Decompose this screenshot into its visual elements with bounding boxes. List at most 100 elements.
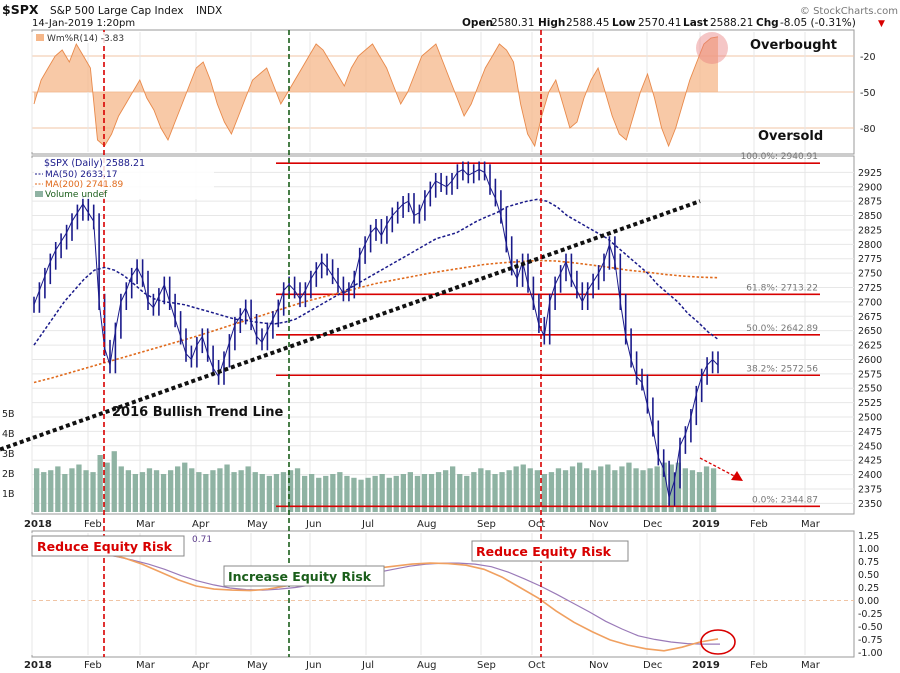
projection-arrow-line: [699, 457, 739, 479]
volume-bar: [104, 462, 110, 512]
last-value: 2588.21: [710, 17, 753, 29]
price-tick-label: 2425: [858, 456, 882, 467]
price-month-label: Aug: [417, 519, 437, 530]
volume-bar: [34, 468, 40, 512]
volume-bar: [696, 472, 703, 512]
ma50-legend-text: MA(50) 2633.17: [45, 170, 117, 180]
volume-bar: [287, 470, 294, 512]
volume-bar: [48, 470, 54, 512]
increase-risk-label: Increase Equity Risk: [228, 569, 372, 584]
volume-legend-text: Volume undef: [45, 190, 108, 200]
volume-bar: [330, 474, 336, 512]
volume-bar: [55, 466, 61, 512]
volume-bar: [478, 468, 484, 512]
volume-bar: [443, 470, 449, 512]
open-label: Open: [462, 17, 493, 29]
volume-bar: [175, 466, 181, 512]
volume-bar: [358, 479, 364, 512]
price-month-label: 2018: [24, 519, 52, 530]
volume-bar: [569, 466, 576, 512]
corr-month-label: 2018: [24, 660, 52, 671]
price-tick-label: 2550: [858, 384, 882, 395]
price-line: [33, 168, 719, 498]
volume-bar: [90, 472, 96, 512]
volume-bar: [146, 468, 153, 512]
volume-bar: [520, 464, 526, 512]
volume-bar: [252, 472, 258, 512]
chart-header: $SPX S&P 500 Large Cap Index INDX 14-Jan…: [2, 2, 898, 29]
volume-bar: [309, 474, 315, 512]
volume-bar: [132, 474, 138, 512]
volume-bar: [210, 470, 216, 512]
price-legend-text: $SPX (Daily) 2588.21: [44, 158, 145, 169]
willr-layer: -20 -50 -80: [33, 32, 876, 148]
price-tick-label: 2650: [858, 326, 882, 337]
volume-bar: [668, 464, 674, 512]
price-month-label: Mar: [801, 519, 821, 530]
price-month-label: Apr: [192, 519, 210, 530]
volume-bar: [548, 472, 555, 512]
reduce-risk-box-2: [471, 540, 629, 562]
fib-level-label: 38.2%: 2572.56: [746, 364, 818, 374]
volume-bar: [393, 475, 399, 512]
volume-tick-label: 4B: [2, 429, 15, 440]
price-month-label: Feb: [750, 519, 768, 530]
corr-month-label: 2019: [692, 660, 720, 671]
corr-tick-label: -1.00: [858, 648, 883, 659]
volume-bar: [428, 474, 435, 512]
volume-bar: [464, 475, 470, 512]
corr-tick-label: 0.75: [858, 557, 879, 568]
volume-legend-swatch: [35, 191, 43, 197]
reduce-risk-label-1: Reduce Equity Risk: [37, 539, 173, 554]
volume-bar: [471, 472, 477, 512]
price-tick-label: 2375: [858, 484, 882, 495]
price-tick-label: 2825: [858, 225, 882, 236]
volume-bar: [605, 464, 611, 512]
volume-bar: [323, 475, 329, 512]
chg-value: -8.05 (-0.31%): [780, 17, 856, 29]
willr-line: [33, 36, 719, 148]
price-tick-label: 2750: [858, 269, 882, 280]
willr-tick-label: -50: [860, 88, 876, 99]
corr-month-label: Mar: [801, 660, 821, 671]
price-month-label: Jul: [361, 519, 374, 530]
corr-month-label: May: [247, 660, 268, 671]
corr-month-label: Aug: [417, 660, 437, 671]
corr-month-label: Dec: [643, 660, 662, 671]
price-tick-label: 2875: [858, 197, 882, 208]
volume-bar: [111, 451, 117, 512]
corr-month-label: Feb: [84, 660, 102, 671]
corr-tick-label: 0.50: [858, 570, 879, 581]
corr-tick-label: -0.25: [858, 609, 883, 620]
volume-bar: [97, 455, 103, 512]
fib-level-label: 0.0%: 2344.87: [752, 495, 818, 505]
volume-bar: [485, 470, 491, 512]
symbol-text: $SPX: [2, 2, 39, 17]
corr-tick-label: -0.50: [858, 622, 883, 633]
volume-tick-label: 2B: [2, 469, 15, 480]
willr-tick-label: -20: [860, 52, 876, 63]
price-tick-label: 2725: [858, 283, 882, 294]
corr-month-label: Jun: [305, 660, 322, 671]
volume-tick-label: 5B: [2, 409, 15, 420]
price-tick-label: 2575: [858, 369, 882, 380]
last-label: Last: [683, 17, 708, 29]
willr-legend-swatch: [36, 34, 44, 41]
volume-bar: [379, 474, 385, 512]
corr-month-label: Mar: [136, 660, 156, 671]
price-tick-label: 2500: [858, 413, 882, 424]
volume-bar: [41, 472, 47, 512]
date-text: 14-Jan-2019 1:20pm: [32, 18, 135, 29]
price-month-label: Dec: [643, 519, 662, 530]
volume-bar: [62, 474, 68, 512]
volume-bar: [499, 472, 505, 512]
volume-bar: [189, 468, 195, 512]
volume-bar: [386, 477, 392, 512]
volume-bar: [196, 472, 202, 512]
price-month-label: Nov: [589, 519, 609, 530]
volume-bar: [703, 466, 710, 512]
volume-bar: [160, 474, 167, 512]
volume-bar: [203, 474, 209, 512]
exchange-text: INDX: [196, 5, 222, 17]
